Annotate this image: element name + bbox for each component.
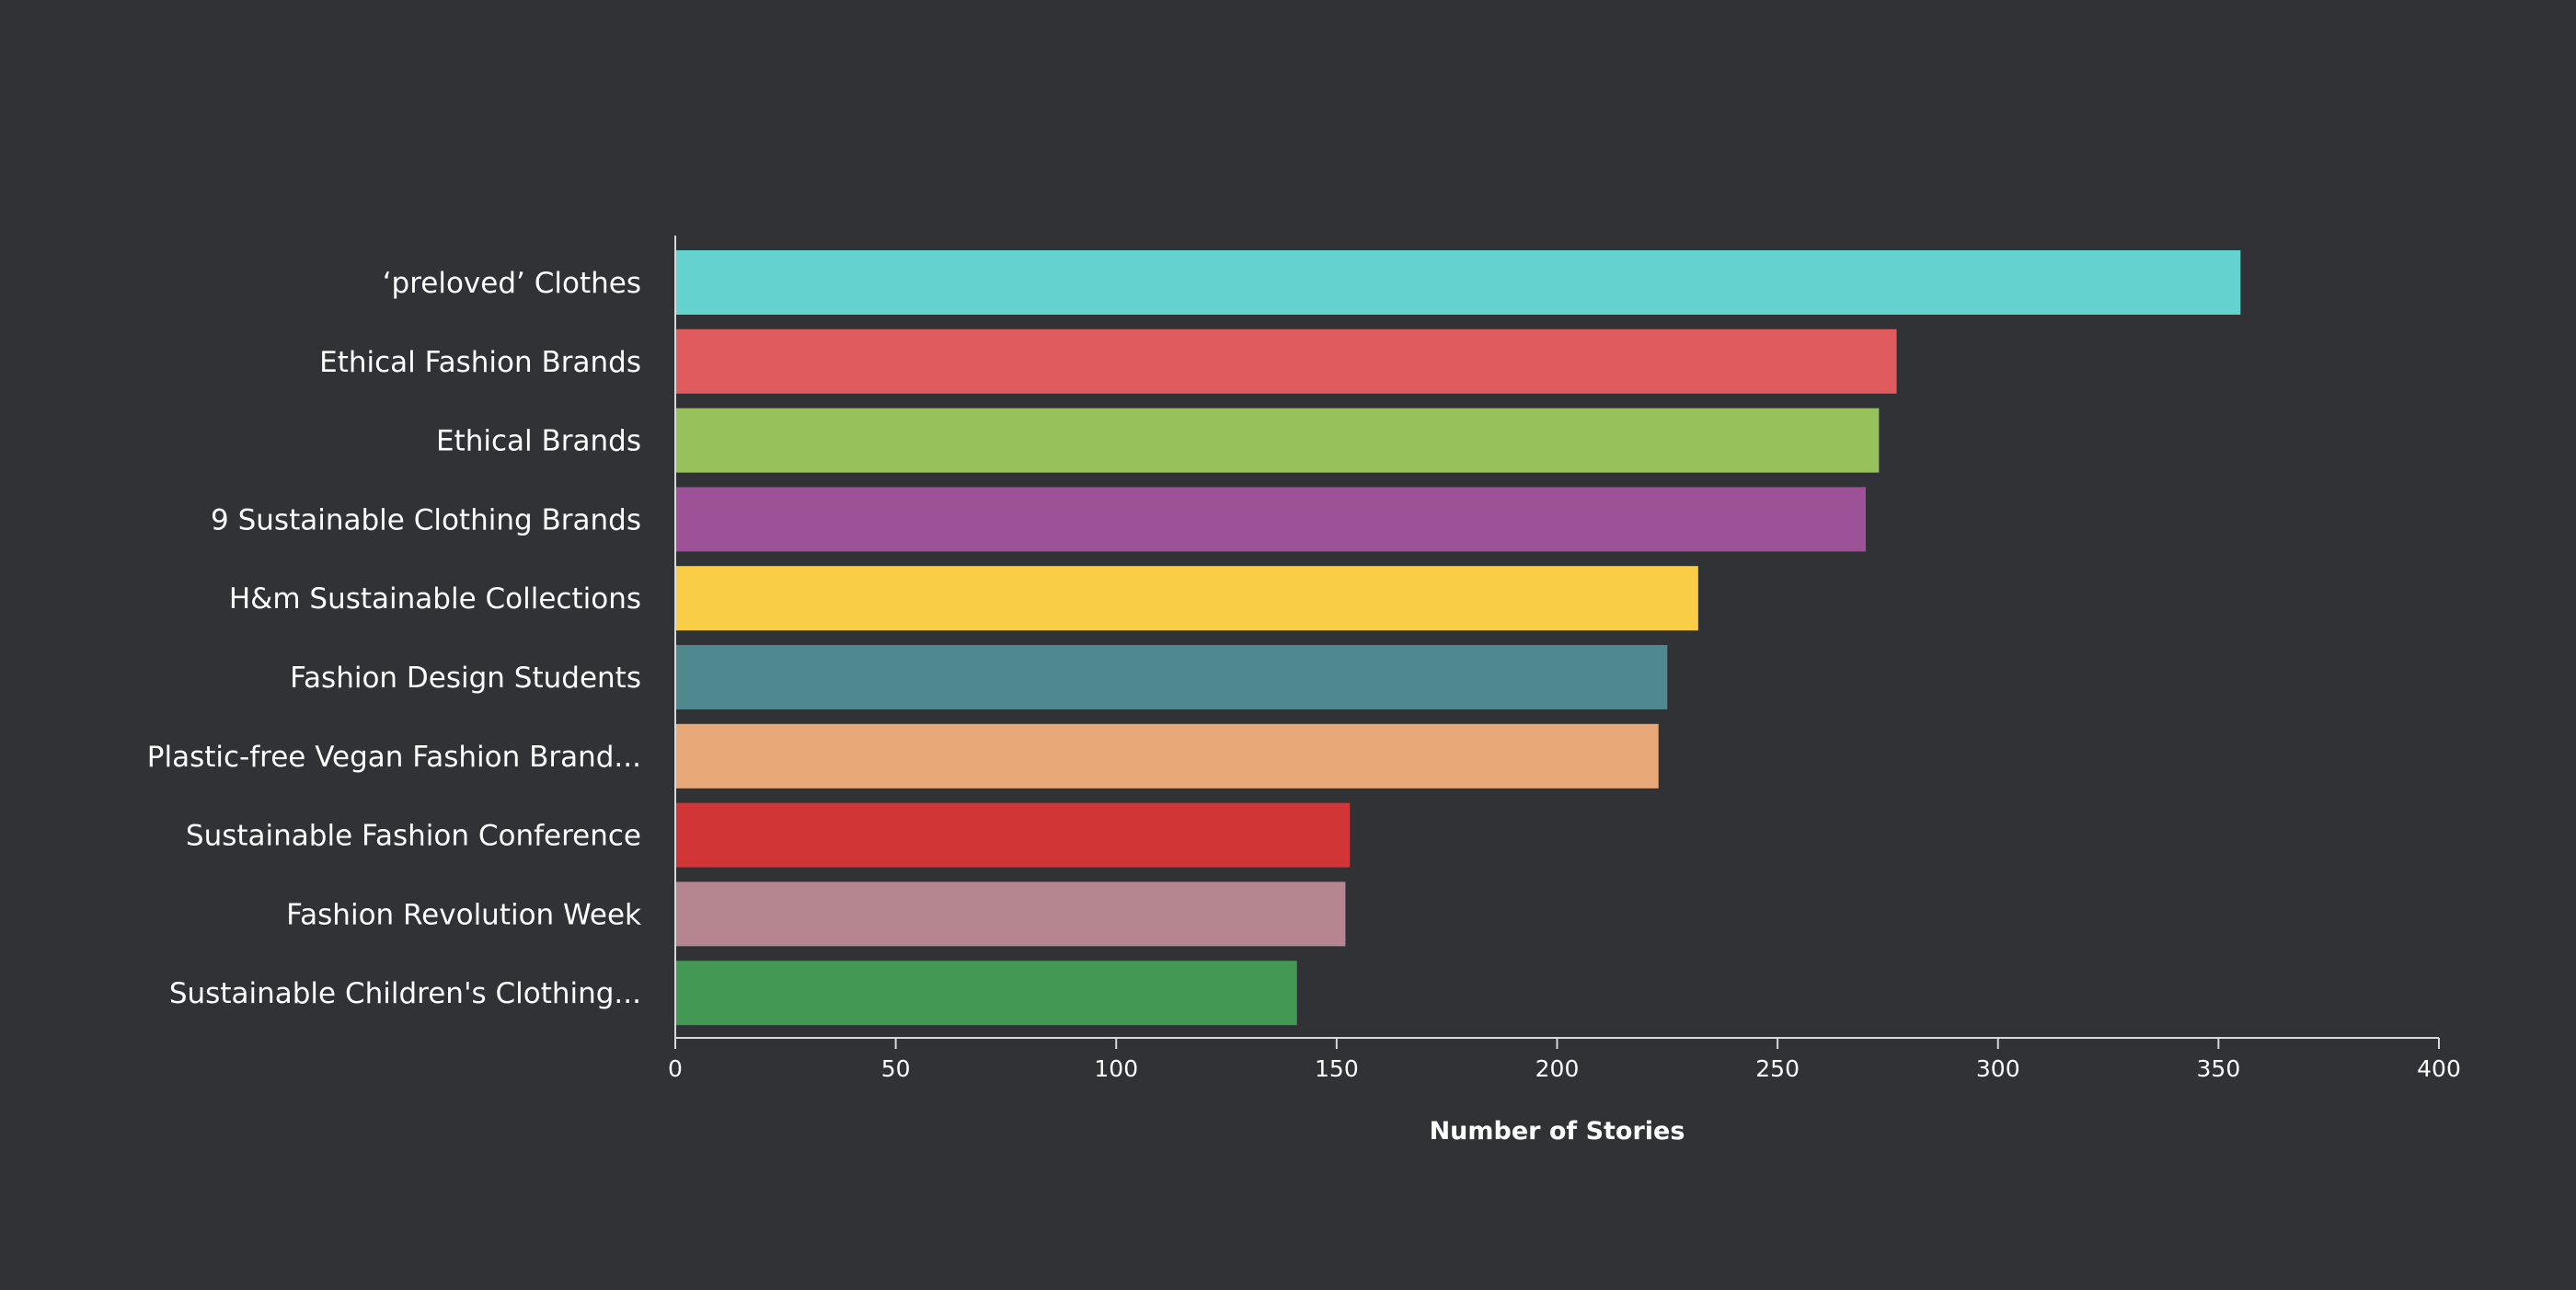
x-tick-label: 200 [1535, 1055, 1580, 1082]
category-label: Plastic-free Vegan Fashion Brand... [147, 741, 641, 774]
x-tick-label: 0 [668, 1055, 683, 1082]
bar [675, 881, 1346, 947]
category-label: Ethical Fashion Brands [319, 346, 641, 379]
bar [675, 802, 1351, 868]
category-labels-group: ‘preloved’ Clothes Ethical Fashion Brands… [147, 267, 641, 1010]
x-axis-title: Number of Stories [1430, 1117, 1685, 1146]
bar [675, 723, 1659, 789]
bar [675, 961, 1297, 1026]
bar [675, 566, 1698, 631]
bar [675, 645, 1668, 709]
category-label: Sustainable Children's Clothing... [169, 977, 641, 1010]
x-tick-label: 400 [2417, 1055, 2461, 1082]
category-label: H&m Sustainable Collections [229, 582, 641, 616]
bar [675, 250, 2241, 315]
x-ticks-group: 0 50 100 150 200 250 300 350 400 [668, 1038, 2461, 1082]
x-tick-label: 300 [1976, 1055, 2020, 1082]
bar [675, 408, 1880, 473]
category-label: Sustainable Fashion Conference [186, 820, 641, 853]
x-tick-label: 350 [2197, 1055, 2241, 1082]
x-tick-label: 100 [1094, 1055, 1138, 1082]
bar [675, 487, 1866, 552]
bar [675, 328, 1897, 394]
category-label: Fashion Design Students [290, 662, 641, 695]
x-tick-label: 50 [881, 1055, 911, 1082]
x-tick-label: 250 [1755, 1055, 1800, 1082]
category-label: Ethical Brands [436, 425, 641, 458]
bars-group [675, 250, 2241, 1026]
category-label: 9 Sustainable Clothing Brands [211, 503, 641, 536]
x-tick-label: 150 [1315, 1055, 1359, 1082]
category-label: ‘preloved’ Clothes [383, 267, 641, 300]
category-label: Fashion Revolution Week [286, 898, 641, 931]
